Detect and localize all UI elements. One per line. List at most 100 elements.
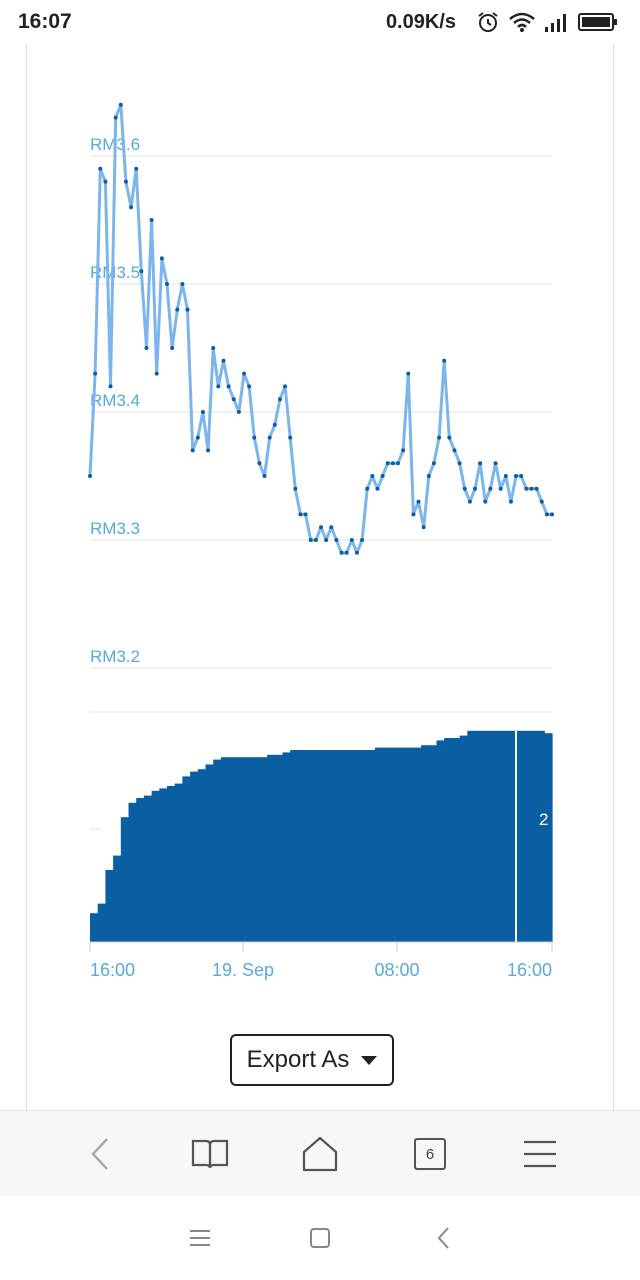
status-time: 16:07 — [18, 10, 72, 33]
menu-lines-icon — [190, 1230, 210, 1246]
volume-bar — [244, 757, 253, 942]
price-point — [462, 486, 467, 491]
alarm-icon — [478, 12, 498, 32]
volume-bar — [528, 730, 538, 942]
volume-bar — [282, 752, 291, 942]
price-point — [354, 550, 359, 555]
price-point — [123, 179, 128, 184]
price-point — [190, 448, 195, 453]
price-point — [298, 512, 303, 517]
volume-bar — [436, 740, 445, 942]
network-speed: 0.09K/s — [385, 10, 456, 33]
price-point — [467, 499, 472, 504]
export-as-button[interactable]: Export As — [230, 1034, 394, 1086]
price-point — [159, 256, 164, 261]
volume-bar — [482, 730, 491, 942]
price-point — [349, 538, 354, 542]
x-axis-labels: 16:00 19. Sep 08:00 16:00 — [89, 942, 553, 980]
price-point — [457, 461, 462, 466]
bookmarks-button[interactable] — [180, 1129, 240, 1179]
price-point — [519, 474, 524, 478]
caret-down-icon — [361, 1055, 378, 1065]
volume-bar — [398, 747, 407, 942]
volume-bar — [97, 903, 106, 942]
price-point — [339, 550, 344, 555]
price-point — [267, 435, 272, 440]
volume-bar — [351, 750, 361, 942]
chevron-left-icon — [91, 1138, 108, 1170]
price-point — [149, 218, 154, 222]
y-tick-label: RM3.4 — [90, 391, 140, 410]
volume-bars — [90, 730, 553, 942]
price-point — [380, 474, 385, 478]
price-point — [514, 474, 519, 478]
recent-apps-button[interactable] — [176, 1218, 224, 1258]
price-point — [134, 166, 139, 171]
price-point — [370, 474, 375, 478]
volume-bar — [220, 757, 230, 942]
home-nav-button[interactable] — [296, 1218, 344, 1258]
y-tick-label: RM3.5 — [90, 263, 140, 282]
price-point — [313, 538, 318, 542]
price-point — [221, 358, 226, 363]
volume-bar — [336, 750, 345, 942]
price-point — [195, 435, 200, 440]
price-point — [129, 205, 134, 210]
volume-bar — [167, 786, 176, 942]
price-point — [431, 461, 436, 466]
price-line — [88, 103, 552, 555]
price-point — [401, 448, 406, 453]
volume-bar — [174, 783, 183, 942]
volume-bar — [251, 757, 260, 942]
back-button[interactable] — [70, 1129, 130, 1179]
price-point — [437, 435, 442, 440]
price-point — [452, 448, 457, 453]
signal-icon — [545, 14, 566, 32]
menu-button[interactable] — [510, 1129, 570, 1179]
price-point — [283, 384, 288, 389]
home-icon — [302, 1136, 338, 1172]
price-points — [88, 102, 554, 555]
volume-bar — [267, 754, 276, 942]
volume-bar — [136, 798, 145, 942]
browser-toolbar: 6 — [0, 1110, 640, 1198]
volume-bar — [467, 730, 476, 942]
price-point — [103, 179, 108, 184]
book-icon — [191, 1139, 229, 1169]
x-tick-label: 16:00 — [507, 960, 552, 980]
volume-bar — [444, 738, 453, 942]
price-point — [396, 461, 400, 466]
volume-bar — [236, 757, 245, 942]
volume-bar — [328, 750, 337, 942]
price-point — [206, 448, 211, 453]
price-point — [139, 269, 144, 274]
price-point — [170, 346, 175, 350]
price-point — [416, 499, 421, 504]
price-point — [200, 410, 205, 414]
price-point — [252, 435, 257, 440]
volume-bar — [151, 790, 160, 942]
tab-count: 6 — [414, 1138, 446, 1170]
price-point — [498, 486, 503, 491]
volume-bar — [182, 776, 191, 942]
price-point — [344, 550, 349, 555]
price-point — [118, 102, 123, 107]
price-point — [154, 371, 159, 376]
price-point — [262, 474, 267, 478]
price-point — [185, 307, 190, 312]
volume-bar — [382, 747, 391, 942]
volume-bar — [105, 870, 114, 942]
price-point — [231, 397, 236, 402]
price-point — [488, 486, 493, 491]
back-nav-button[interactable] — [420, 1218, 468, 1258]
price-point — [385, 461, 390, 466]
volume-bar — [421, 745, 430, 942]
price-point — [88, 474, 92, 478]
price-point — [508, 499, 513, 504]
home-button[interactable] — [290, 1129, 350, 1179]
tabs-button[interactable]: 6 — [400, 1129, 460, 1179]
volume-bar — [90, 913, 99, 942]
content-frame: RM3.6 RM3.5 RM3.4 RM3.3 RM3.2 2 16:00 19. Sep… — [26, 44, 614, 1110]
volume-bar — [128, 802, 137, 942]
price-point — [442, 358, 447, 363]
